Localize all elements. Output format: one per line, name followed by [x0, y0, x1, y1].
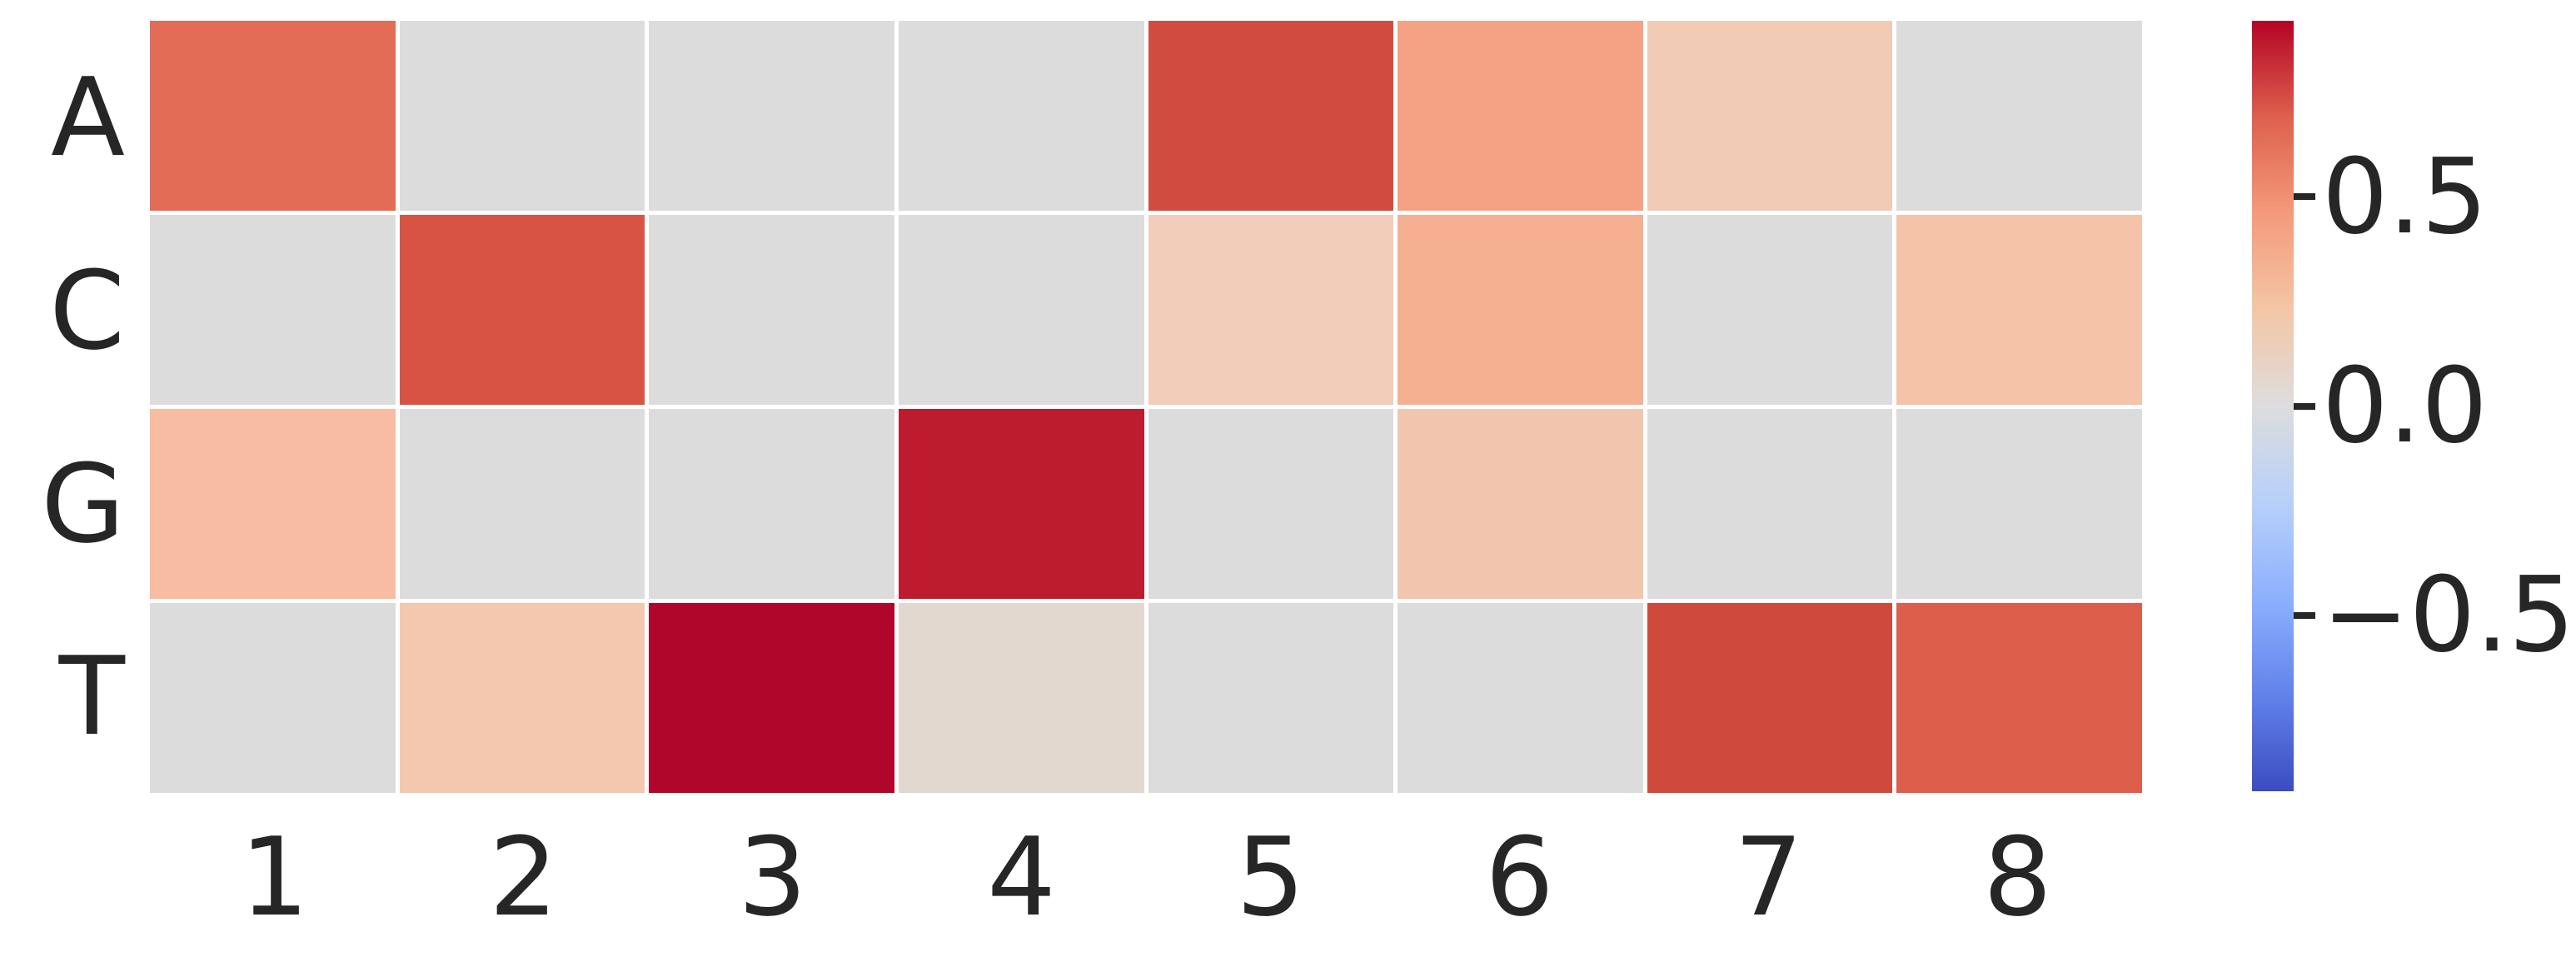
colorbar-gradient [2252, 21, 2294, 791]
heatmap-cell-A7 [1647, 21, 1893, 211]
heatmap-cell-G3 [649, 409, 894, 599]
x-axis-labels: 1 2 3 4 5 6 7 8 [150, 806, 2142, 948]
heatmap-cell-C1 [150, 215, 396, 405]
heatmap-cell-A4 [898, 21, 1144, 211]
heatmap-cell-C3 [649, 215, 894, 405]
heatmap-cell-G8 [1896, 409, 2142, 599]
x-tick-label-2: 2 [489, 814, 558, 940]
x-tick-label-6: 6 [1485, 814, 1554, 940]
heatmap-cell-A8 [1896, 21, 2142, 211]
heatmap-cell-G1 [150, 409, 396, 599]
colorbar-tick-mark-0.0 [2294, 402, 2315, 410]
heatmap-cell-T1 [150, 603, 396, 793]
y-tick-label-T: T [58, 633, 125, 760]
x-tick-label-4: 4 [987, 814, 1056, 940]
x-tick-label-3: 3 [738, 814, 807, 940]
colorbar-tick-label-0.0: 0.0 [2322, 346, 2488, 466]
colorbar-tick-label-−0.5: −0.5 [2322, 555, 2575, 676]
x-tick-label-1: 1 [240, 814, 309, 940]
heatmap-cell-G2 [399, 409, 645, 599]
heatmap-cell-T3 [649, 603, 894, 793]
heatmap-cell-C6 [1398, 215, 1643, 405]
heatmap-cell-T6 [1398, 603, 1643, 793]
heatmap-cell-G6 [1398, 409, 1643, 599]
heatmap-cell-C8 [1896, 215, 2142, 405]
heatmap-cell-G7 [1647, 409, 1893, 599]
colorbar-tick-mark-−0.5 [2294, 611, 2315, 619]
heatmap-cell-T4 [898, 603, 1144, 793]
heatmap-cell-T7 [1647, 603, 1893, 793]
heatmap-cell-T5 [1148, 603, 1394, 793]
colorbar-tick-label-0.5: 0.5 [2322, 136, 2488, 257]
heatmap-cell-G5 [1148, 409, 1394, 599]
x-tick-label-8: 8 [1983, 814, 2052, 940]
heatmap-cell-A1 [150, 21, 396, 211]
heatmap-cell-A5 [1148, 21, 1394, 211]
heatmap-grid [150, 21, 2142, 793]
x-tick-label-5: 5 [1236, 814, 1305, 940]
heatmap-cell-A6 [1398, 21, 1643, 211]
heatmap-cell-C2 [399, 215, 645, 405]
heatmap-cell-C5 [1148, 215, 1394, 405]
colorbar-tick-mark-0.5 [2294, 193, 2315, 201]
heatmap-cell-T2 [399, 603, 645, 793]
heatmap-cell-A3 [649, 21, 894, 211]
x-tick-label-7: 7 [1734, 814, 1803, 940]
y-tick-label-G: G [41, 440, 125, 567]
heatmap-cell-A2 [399, 21, 645, 211]
y-tick-label-C: C [49, 247, 125, 374]
y-tick-label-A: A [51, 54, 125, 181]
heatmap-cell-T8 [1896, 603, 2142, 793]
heatmap-cell-C4 [898, 215, 1144, 405]
heatmap-cell-C7 [1647, 215, 1893, 405]
heatmap-cell-G4 [898, 409, 1144, 599]
